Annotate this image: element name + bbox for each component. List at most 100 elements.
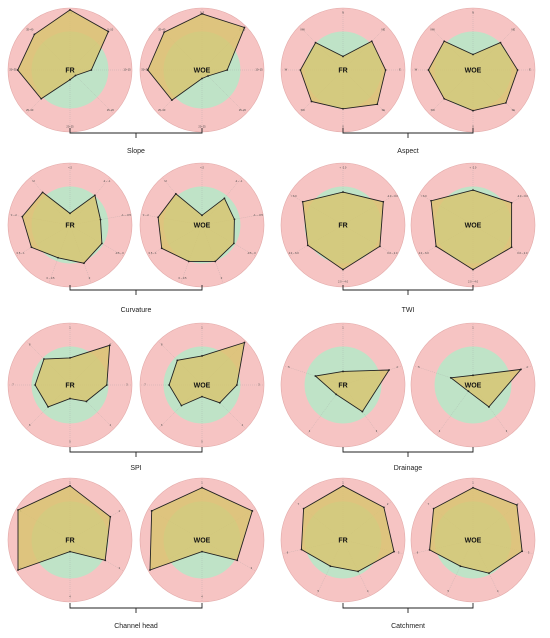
category-label: 2 <box>526 365 528 369</box>
data-point <box>69 212 71 215</box>
category-label: 10–15 <box>255 68 263 72</box>
category-label: > 6.0 <box>421 194 427 198</box>
data-point <box>207 75 209 77</box>
data-point <box>435 245 437 248</box>
data-point <box>302 507 305 510</box>
data-point <box>69 356 71 359</box>
data-point <box>243 341 246 344</box>
data-point <box>94 194 96 197</box>
radar-panel-aspect-fr: N NE E SE S SW W NW FR <box>280 7 406 133</box>
group-brace <box>342 447 474 457</box>
radar-panel-drainage-woe: 1 2 3 4 5 WOE <box>410 322 536 448</box>
category-label: 4 <box>69 595 71 599</box>
series-name-label: WOE <box>465 383 482 390</box>
group-brace <box>69 603 203 613</box>
data-point <box>109 515 112 518</box>
data-point <box>187 260 190 263</box>
category-label: 0.5 – 1 <box>17 251 25 255</box>
category-label: 0–5 <box>200 11 205 15</box>
category-label: 4 <box>201 595 203 599</box>
category-label: 4.0 – 6.0 <box>419 251 430 255</box>
category-label: 30–35 <box>141 68 149 72</box>
data-point <box>232 242 235 245</box>
category-label: 6 <box>287 550 289 554</box>
data-point <box>201 355 203 357</box>
series-name-label: FR <box>65 68 74 75</box>
data-point <box>300 548 303 551</box>
category-label: S <box>472 125 474 129</box>
category-label: SE <box>382 108 386 112</box>
data-point <box>521 550 524 553</box>
category-label: -2.0 – 0.0 <box>387 194 399 198</box>
category-label: 5 <box>288 365 290 369</box>
data-point <box>488 572 490 575</box>
data-point <box>34 384 37 386</box>
category-label: 6 <box>29 423 31 427</box>
radar-panel-spi-fr: 1 2 3 4 5 6 7 8 FR <box>7 322 133 448</box>
data-point <box>499 41 502 44</box>
data-point <box>107 30 110 33</box>
data-point <box>223 197 226 200</box>
category-label: < -2.0 <box>470 166 477 170</box>
data-point <box>157 216 160 219</box>
data-point <box>459 565 462 568</box>
data-point <box>393 550 395 553</box>
category-label: 1 – 2 <box>143 213 149 217</box>
data-point <box>335 393 338 396</box>
data-point <box>233 218 236 221</box>
category-label: 0.5 – 1 <box>149 251 157 255</box>
category-label: 1 <box>342 326 344 330</box>
data-point <box>516 69 519 71</box>
data-point <box>69 397 71 400</box>
category-label: 1 <box>472 326 474 330</box>
data-point <box>430 199 432 202</box>
spoke <box>69 69 114 114</box>
series-name-label: WOE <box>194 223 211 230</box>
data-point <box>428 549 431 551</box>
group-label: Channel head <box>114 623 158 630</box>
series-name-label: FR <box>338 223 347 230</box>
group-brace <box>69 447 203 457</box>
data-point <box>16 69 19 71</box>
category-label: 6 <box>417 550 419 554</box>
data-point <box>449 376 452 379</box>
category-label: 2 <box>396 365 398 369</box>
data-point <box>306 244 309 247</box>
category-label: 8 <box>161 342 163 346</box>
data-point <box>105 384 108 386</box>
category-label: 1 <box>69 326 71 330</box>
data-point <box>520 368 522 371</box>
category-label: 3 <box>528 550 530 554</box>
category-label: 2 <box>387 502 389 506</box>
category-label: 2 <box>119 509 121 513</box>
category-label: <-2 <box>68 166 72 170</box>
data-point <box>235 384 238 386</box>
radar-panel-curvature-woe: <-2 -2 – -1 -1 – -0.5 -0.5 – 0 0 0 – 0.5 0.5 –… <box>139 162 265 288</box>
category-label: 3 <box>398 550 400 554</box>
series-polygon-woe <box>429 487 523 574</box>
series-name-label: WOE <box>194 383 211 390</box>
data-point <box>180 404 183 407</box>
data-point <box>17 509 19 511</box>
category-label: 3 <box>126 383 128 387</box>
group-label: Slope <box>127 148 145 155</box>
data-point <box>17 569 19 571</box>
spoke <box>436 384 474 436</box>
category-label: E <box>529 68 531 72</box>
category-label: 5 <box>418 365 420 369</box>
category-label: 7 <box>12 383 14 387</box>
group-label: SPI <box>130 465 141 472</box>
data-point <box>342 55 344 58</box>
category-label: 1 <box>69 481 71 485</box>
group-brace <box>69 128 203 138</box>
data-point <box>33 33 36 36</box>
data-point <box>357 570 360 573</box>
data-point <box>201 395 203 398</box>
data-point <box>443 40 446 43</box>
category-label: < -2.0 <box>340 166 347 170</box>
group-label: Drainage <box>394 465 423 472</box>
data-point <box>432 507 435 510</box>
data-point <box>379 245 381 248</box>
category-label: 6 <box>161 423 163 427</box>
data-point <box>382 200 385 203</box>
